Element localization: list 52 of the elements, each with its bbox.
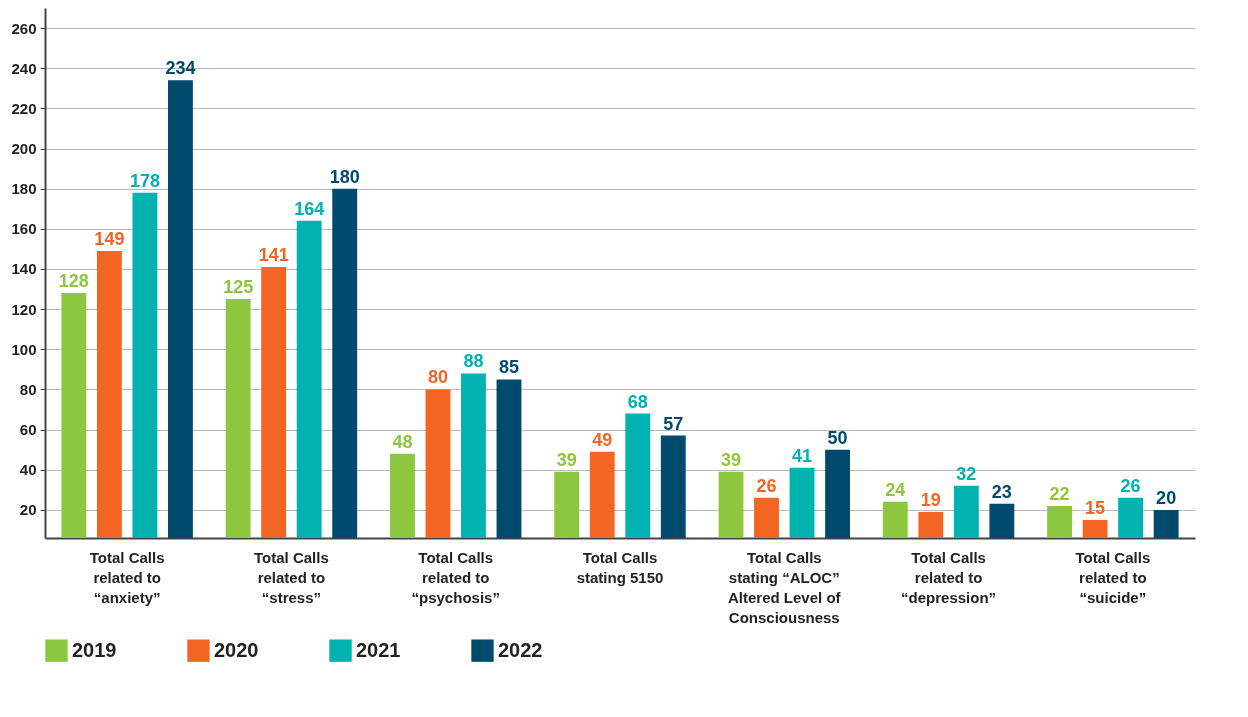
data-label: 39 bbox=[556, 449, 577, 470]
data-label: 50 bbox=[827, 427, 848, 448]
data-label: 178 bbox=[129, 170, 160, 191]
x-tick-label: Total Calls stating “ALOC” Altered Level of Consciousness bbox=[728, 548, 842, 626]
y-tick-label: 120 bbox=[11, 300, 37, 318]
y-tick-label: 80 bbox=[19, 380, 37, 398]
data-label: 23 bbox=[991, 481, 1012, 502]
legend-label: 2019 bbox=[72, 638, 117, 661]
data-label: 80 bbox=[427, 367, 448, 388]
data-label: 49 bbox=[592, 429, 613, 450]
y-tick-label: 100 bbox=[11, 340, 37, 358]
y-tick-label: 200 bbox=[11, 140, 37, 158]
y-tick-label: 240 bbox=[11, 59, 37, 77]
x-tick-label: Total Calls related to “anxiety” bbox=[89, 548, 165, 606]
data-label: 39 bbox=[720, 449, 742, 470]
data-label: 26 bbox=[756, 475, 777, 496]
x-tick-label: Total Calls related to “depression” bbox=[901, 548, 997, 606]
y-tick-label: 260 bbox=[11, 19, 37, 37]
data-label: 88 bbox=[463, 351, 484, 372]
data-label: 180 bbox=[329, 166, 360, 187]
legend-label: 2020 bbox=[214, 638, 259, 661]
y-tick-label: 40 bbox=[19, 461, 37, 479]
y-tick-label: 60 bbox=[19, 421, 37, 439]
legend-label: 2022 bbox=[498, 638, 543, 661]
data-label: 85 bbox=[498, 357, 520, 378]
data-label: 32 bbox=[956, 463, 977, 484]
data-label: 164 bbox=[294, 198, 325, 219]
x-tick-label: Total Calls stating 5150 bbox=[576, 548, 664, 586]
y-tick-label: 140 bbox=[11, 260, 37, 278]
data-label: 141 bbox=[258, 244, 289, 265]
y-tick-label: 20 bbox=[19, 501, 37, 519]
data-label: 41 bbox=[792, 445, 813, 466]
data-label: 22 bbox=[1049, 483, 1070, 504]
x-tick-label: Total Calls related to “stress” bbox=[254, 548, 329, 606]
data-label: 234 bbox=[165, 58, 196, 79]
y-tick-label: 220 bbox=[11, 99, 37, 117]
y-tick-label: 160 bbox=[11, 220, 37, 238]
data-label: 149 bbox=[94, 228, 125, 249]
data-label: 26 bbox=[1120, 475, 1141, 496]
x-tick-label: Total Calls related to “psychosis” bbox=[411, 548, 500, 606]
data-label: 128 bbox=[58, 271, 89, 292]
data-label: 125 bbox=[223, 277, 254, 298]
data-label: 20 bbox=[1156, 487, 1177, 508]
data-label: 68 bbox=[627, 391, 648, 412]
data-label: 57 bbox=[663, 413, 684, 434]
data-label: 48 bbox=[392, 431, 413, 452]
data-label: 15 bbox=[1085, 497, 1106, 518]
legend-label: 2021 bbox=[356, 638, 401, 661]
data-label: 19 bbox=[920, 489, 941, 510]
y-tick-label: 180 bbox=[11, 180, 37, 198]
x-tick-label: Total Calls related to “suicide” bbox=[1075, 548, 1151, 606]
data-label: 24 bbox=[885, 479, 906, 500]
